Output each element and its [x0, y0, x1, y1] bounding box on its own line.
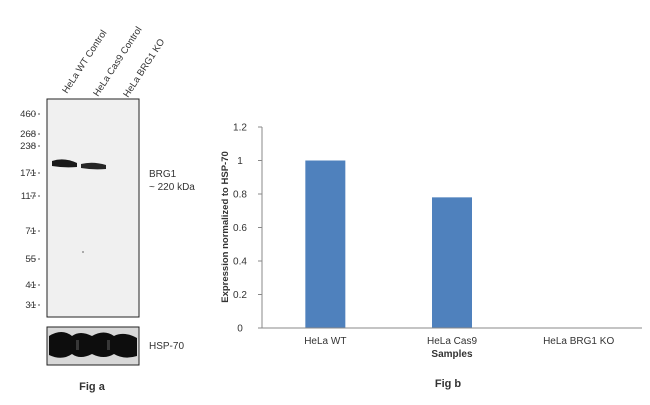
hsp70-bands — [49, 332, 137, 358]
marker-label: 268 — [20, 129, 36, 140]
y-tick-label: 1 — [237, 156, 243, 167]
y-tick-label: 0.4 — [233, 257, 247, 268]
y-tick-label: 0.2 — [233, 290, 247, 301]
x-tick-label: HeLa WT — [304, 336, 346, 347]
marker-label: 117 — [21, 191, 36, 202]
x-axis-ticks: HeLa WT HeLa Cas9 HeLa BRG1 KO — [304, 336, 614, 347]
bar-chart-panel: 0 0.2 0.4 0.6 0.8 1 1.2 HeLa WT HeLa Cas9 HeLa B… — [220, 123, 642, 390]
x-axis-title: Samples — [431, 349, 473, 360]
blot-shading — [48, 100, 138, 316]
blot-speck — [82, 251, 84, 253]
hsp70-band-gap — [76, 340, 79, 350]
y-tick-label: 0 — [237, 324, 243, 335]
brg1-band-cas9 — [81, 162, 106, 170]
y-axis-ticks: 0 0.2 0.4 0.6 0.8 1 1.2 — [233, 123, 262, 335]
marker-label: 460 — [20, 109, 36, 120]
western-blot-panel: HeLa WT Control HeLa Cas9 Control HeLa B… — [20, 25, 195, 393]
bar-hela-cas9 — [432, 197, 472, 328]
x-tick-label: HeLa BRG1 KO — [543, 336, 614, 347]
y-tick-label: 0.6 — [233, 223, 247, 234]
fig-a-caption: Fig a — [79, 381, 106, 393]
marker-label: 171 — [20, 168, 36, 179]
bar-series — [305, 160, 472, 328]
brg1-band-wt — [52, 159, 77, 168]
hsp70-band-gap — [107, 340, 110, 350]
y-tick-label: 1.2 — [233, 123, 247, 134]
marker-label: 238 — [20, 141, 36, 152]
loading-control-label: HSP-70 — [149, 341, 184, 352]
band-label-size: ~ 220 kDa — [149, 182, 195, 193]
bar-hela-wt — [305, 160, 346, 328]
band-label-brg1: BRG1 — [149, 169, 177, 180]
x-tick-label: HeLa Cas9 — [427, 336, 477, 347]
y-axis-title: Expression normalized to HSP-70 — [220, 151, 231, 303]
marker-ladder: 460 268 238 171 117 71 55 41 31 — [20, 109, 40, 311]
y-tick-label: 0.8 — [233, 190, 247, 201]
fig-b-caption: Fig b — [435, 378, 462, 390]
